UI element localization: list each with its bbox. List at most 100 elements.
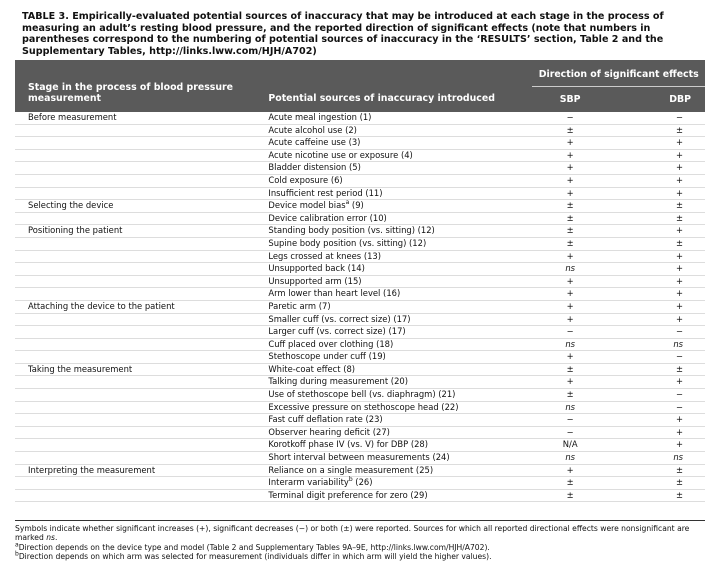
stage-cell: Positioning the patient bbox=[15, 224, 269, 238]
source-text: Legs crossed at knees (13) bbox=[268, 250, 382, 261]
direction: + bbox=[675, 275, 683, 286]
stage-cell: Interpreting the measurement bbox=[15, 464, 269, 478]
table-row: Device calibration error (10) ± ± bbox=[15, 212, 705, 226]
dbp-cell: + bbox=[607, 375, 705, 390]
direction: + bbox=[675, 187, 683, 198]
sbp-cell: ± bbox=[532, 224, 608, 238]
sbp-cell: ± bbox=[532, 212, 608, 226]
direction: ± bbox=[566, 124, 574, 135]
source-text: (26) bbox=[352, 477, 373, 488]
source-cell: Reliance on a single measurement (25) bbox=[268, 464, 533, 478]
direction: ns bbox=[565, 452, 575, 463]
direction: + bbox=[675, 426, 683, 437]
source-text: Supine body position (vs. sitting) (12) bbox=[268, 237, 427, 248]
sbp-cell: ± bbox=[532, 237, 608, 251]
direction: ± bbox=[566, 489, 574, 500]
direction: + bbox=[566, 250, 574, 261]
direction: ± bbox=[566, 237, 574, 248]
source-cell: Standing body position (vs. sitting) (12… bbox=[268, 224, 533, 238]
direction: ± bbox=[566, 200, 574, 211]
direction: + bbox=[566, 275, 574, 286]
source-cell: Korotkoff phase IV (vs. V) for DBP (28) bbox=[268, 438, 533, 453]
source-cell: Short interval between measurements (24) bbox=[268, 451, 533, 465]
direction: − bbox=[675, 112, 683, 122]
source-text: Terminal digit preference for zero (29) bbox=[268, 489, 428, 500]
direction: + bbox=[566, 162, 574, 173]
source-text: Acute caffeine use (3) bbox=[268, 137, 361, 148]
stage-text: Attaching the device to the patient bbox=[28, 300, 175, 311]
source-cell: Unsupported back (14) bbox=[268, 262, 533, 276]
stage-text: Before measurement bbox=[28, 112, 117, 122]
sbp-cell: + bbox=[532, 287, 608, 301]
table-title: TABLE 3. Empirically-evaluated potential… bbox=[22, 11, 708, 57]
sbp-cell: + bbox=[532, 149, 608, 163]
direction: ± bbox=[566, 225, 574, 236]
source-cell: Legs crossed at knees (13) bbox=[268, 250, 533, 264]
notes: Symbols indicate whether significant inc… bbox=[15, 520, 705, 562]
direction: + bbox=[675, 225, 683, 236]
source-cell: Insufficient rest period (11) bbox=[268, 187, 533, 201]
source-text: Excessive pressure on stethoscope head (… bbox=[268, 401, 459, 412]
stage-text: Selecting the device bbox=[28, 200, 114, 211]
table-row: Acute alcohol use (2) ± ± bbox=[15, 124, 705, 138]
dbp-cell: + bbox=[607, 287, 705, 301]
note-text: Symbols indicate whether significant inc… bbox=[15, 524, 690, 543]
dbp-cell: ± bbox=[607, 124, 705, 138]
source-cell: Observer hearing deficit (27) bbox=[268, 426, 533, 440]
sbp-cell: + bbox=[532, 275, 608, 289]
source-text: Interarm variability bbox=[268, 477, 349, 488]
source-cell: Acute nicotine use or exposure (4) bbox=[268, 149, 533, 163]
dbp-cell: + bbox=[607, 224, 705, 238]
stage-cell bbox=[15, 489, 269, 503]
dbp-cell: + bbox=[607, 149, 705, 163]
stage-cell bbox=[15, 187, 269, 201]
sbp-cell: ns bbox=[532, 401, 608, 415]
stage-cell bbox=[15, 375, 269, 390]
stage-cell bbox=[15, 476, 269, 490]
source-text: Acute nicotine use or exposure (4) bbox=[268, 149, 413, 160]
direction: ± bbox=[566, 212, 574, 223]
dbp-cell: − bbox=[607, 325, 705, 339]
direction: − bbox=[675, 326, 683, 337]
dbp-cell: ns bbox=[607, 451, 705, 465]
table-row: Arm lower than heart level (16) + + bbox=[15, 287, 705, 301]
table-row: Fast cuff deflation rate (23) − + bbox=[15, 413, 705, 427]
source-text: Cuff placed over clothing (18) bbox=[268, 338, 394, 349]
table-row: Terminal digit preference for zero (29) ±… bbox=[15, 489, 705, 503]
source-cell: Acute meal ingestion (1) bbox=[268, 112, 533, 125]
table-row: Acute caffeine use (3) + + bbox=[15, 136, 705, 150]
direction: − bbox=[566, 112, 574, 122]
sbp-cell: − bbox=[532, 413, 608, 427]
dbp-cell: + bbox=[607, 300, 705, 314]
source-text: Reliance on a single measurement (25) bbox=[268, 464, 434, 475]
source-text: Use of stethoscope bell (vs. diaphragm) … bbox=[268, 389, 456, 400]
dbp-cell: + bbox=[607, 174, 705, 188]
stage-cell bbox=[15, 212, 269, 226]
source-cell: Cuff placed over clothing (18) bbox=[268, 338, 533, 352]
stage-cell bbox=[15, 275, 269, 289]
sbp-cell: ± bbox=[532, 489, 608, 503]
source-text: Talking during measurement (20) bbox=[268, 376, 409, 387]
source-text: Arm lower than heart level (16) bbox=[268, 288, 401, 299]
direction: − bbox=[675, 389, 683, 400]
stage-cell bbox=[15, 388, 269, 402]
source-cell: Smaller cuff (vs. correct size) (17) bbox=[268, 313, 533, 327]
table-row: Smaller cuff (vs. correct size) (17) + + bbox=[15, 313, 705, 327]
source-text: Device model bias bbox=[268, 200, 346, 211]
dbp-cell: + bbox=[607, 438, 705, 453]
direction: ± bbox=[675, 477, 683, 488]
source-cell: Supine body position (vs. sitting) (12) bbox=[268, 237, 533, 251]
stage-text: Interpreting the measurement bbox=[28, 464, 156, 475]
direction: + bbox=[566, 288, 574, 299]
direction: + bbox=[566, 187, 574, 198]
stage-cell bbox=[15, 451, 269, 465]
stage-text: Positioning the patient bbox=[28, 225, 123, 236]
table-row: Acute nicotine use or exposure (4) + + bbox=[15, 149, 705, 163]
source-cell: Talking during measurement (20) bbox=[268, 375, 533, 390]
direction: + bbox=[566, 376, 574, 387]
direction: + bbox=[675, 313, 683, 324]
table-row: Selecting the device Device model biasa (… bbox=[15, 199, 705, 213]
sbp-cell: + bbox=[532, 136, 608, 150]
stage-cell bbox=[15, 250, 269, 264]
sbp-cell: + bbox=[532, 250, 608, 264]
